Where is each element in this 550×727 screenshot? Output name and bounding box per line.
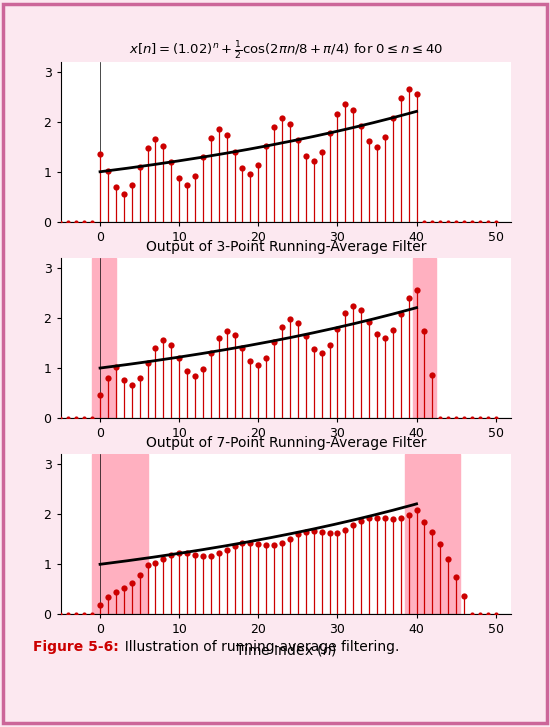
Title: Output of 7-Point Running-Average Filter: Output of 7-Point Running-Average Filter xyxy=(146,436,426,451)
Bar xyxy=(405,454,460,614)
X-axis label: Time Index ($n$): Time Index ($n$) xyxy=(235,642,337,658)
Bar xyxy=(92,454,147,614)
Text: Illustration of running-average filtering.: Illustration of running-average filterin… xyxy=(116,640,399,654)
Text: Figure 5-6:: Figure 5-6: xyxy=(33,640,119,654)
Bar xyxy=(92,258,116,418)
Title: Output of 3-Point Running-Average Filter: Output of 3-Point Running-Average Filter xyxy=(146,240,426,254)
Title: $x[n] = (1.02)^n + \frac{1}{2}\cos(2\pi n/8 + \pi/4)$ for $0 \leq n \leq 40$: $x[n] = (1.02)^n + \frac{1}{2}\cos(2\pi … xyxy=(129,40,443,62)
Bar xyxy=(412,258,436,418)
